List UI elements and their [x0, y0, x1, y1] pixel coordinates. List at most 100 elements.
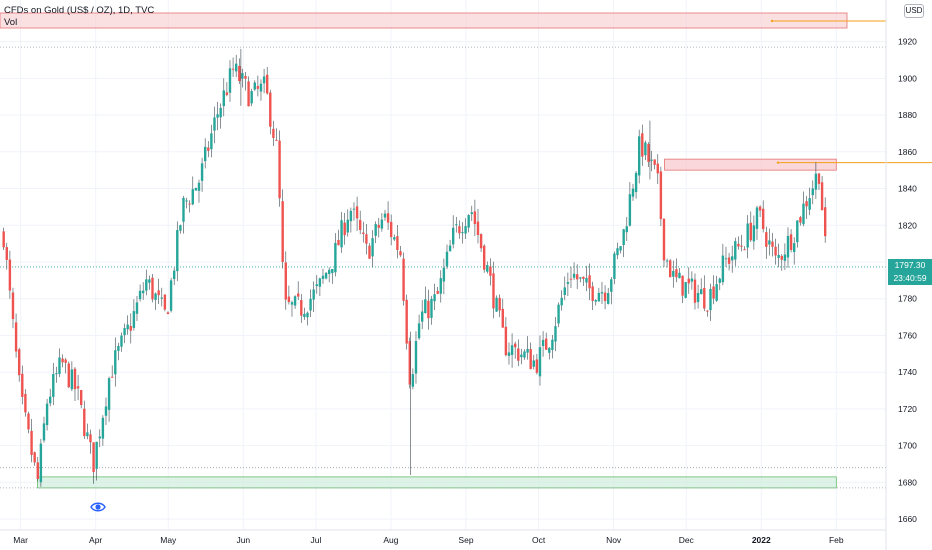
- candle-body: [27, 413, 30, 430]
- candlestick: [358, 210, 362, 235]
- candlestick: [110, 365, 114, 378]
- candle-body: [765, 232, 768, 247]
- candlestick: [374, 221, 377, 244]
- candlestick: [228, 60, 232, 102]
- candle-body: [597, 292, 601, 302]
- candlestick: [166, 311, 170, 315]
- eye-icon[interactable]: [90, 500, 106, 514]
- candle-body: [52, 374, 55, 397]
- candle-body: [690, 278, 694, 282]
- x-tick-label: Apr: [89, 535, 102, 545]
- candlestick: [761, 200, 765, 233]
- candle-body: [582, 276, 585, 279]
- candlestick: [306, 311, 309, 326]
- candle-body: [151, 277, 154, 300]
- candle-body: [455, 224, 458, 226]
- candle-body: [176, 230, 179, 272]
- candle-body: [653, 159, 656, 165]
- candlestick: [101, 415, 105, 446]
- candle-body: [492, 273, 495, 309]
- x-tick-label: Nov: [606, 535, 622, 545]
- candlestick: [179, 224, 182, 234]
- candlestick: [337, 229, 340, 246]
- candle-body: [21, 373, 24, 397]
- x-tick-label: Dec: [679, 535, 695, 545]
- candlestick: [83, 400, 86, 440]
- candle-body: [575, 274, 579, 280]
- candlestick: [365, 224, 368, 255]
- candle-body: [563, 287, 566, 296]
- candlestick: [641, 124, 644, 166]
- candle-body: [296, 293, 300, 297]
- candlestick: [172, 267, 176, 285]
- candle-body: [14, 322, 18, 352]
- candle-body: [467, 215, 470, 228]
- candle-body: [693, 279, 697, 303]
- candlestick: [293, 295, 297, 309]
- candle-body: [814, 173, 818, 190]
- candlestick: [585, 265, 588, 292]
- y-tick-label: 1740: [898, 367, 917, 377]
- candle-body: [721, 255, 725, 283]
- candlestick: [52, 362, 55, 406]
- candlestick: [154, 292, 157, 310]
- candle-body: [823, 207, 827, 237]
- candlestick: [513, 341, 517, 359]
- candlestick: [572, 262, 576, 281]
- y-tick-label: 1680: [898, 477, 917, 487]
- candle-body: [675, 269, 678, 278]
- candle-body: [67, 363, 70, 388]
- candlestick: [269, 89, 272, 135]
- candlestick: [39, 438, 43, 487]
- candlestick: [619, 246, 622, 254]
- candle-body: [448, 245, 452, 252]
- candlestick: [610, 276, 613, 305]
- candlestick: [405, 294, 408, 350]
- candle-body: [324, 272, 328, 279]
- candle-body: [166, 312, 170, 315]
- volume-ray-anchor: [770, 19, 774, 23]
- currency-badge[interactable]: USD: [904, 4, 924, 18]
- candlestick: [265, 67, 269, 95]
- candlestick: [520, 348, 523, 365]
- candlestick: [334, 233, 337, 277]
- candlestick: [486, 261, 489, 274]
- candlestick: [169, 277, 173, 313]
- candlestick: [814, 162, 818, 200]
- candlestick: [194, 187, 198, 191]
- symbol-title[interactable]: CFDs on Gold (US$ / OZ), 1D, TVC: [4, 5, 155, 16]
- candlestick: [210, 124, 213, 158]
- candlestick: [272, 120, 275, 147]
- candle-body: [234, 63, 238, 72]
- candle-body: [414, 341, 418, 374]
- candlestick: [414, 331, 418, 384]
- y-tick-label: 1760: [898, 330, 917, 340]
- candle-body: [473, 211, 477, 225]
- candlestick: [188, 200, 191, 213]
- candlestick: [504, 317, 508, 357]
- candlestick: [389, 214, 393, 246]
- candlestick: [765, 226, 768, 259]
- candle-body: [430, 298, 433, 318]
- candlestick: [802, 191, 805, 227]
- candlestick: [383, 209, 387, 221]
- candlestick: [300, 293, 303, 323]
- candle-body: [275, 139, 278, 141]
- candle-body: [591, 286, 594, 301]
- candlestick: [312, 281, 315, 313]
- candlestick: [637, 129, 641, 184]
- candle-body: [703, 287, 706, 309]
- candle-body: [458, 226, 461, 234]
- volume-label[interactable]: Vol: [4, 17, 18, 28]
- candle-body: [442, 267, 446, 282]
- candle-body: [355, 206, 359, 219]
- candle-body: [724, 258, 728, 260]
- candlestick: [238, 58, 241, 85]
- candle-body: [783, 254, 787, 261]
- candle-body: [482, 245, 486, 270]
- candlestick: [148, 275, 151, 290]
- candlestick: [420, 300, 424, 330]
- y-tick-label: 1860: [898, 147, 917, 157]
- y-tick-label: 1720: [898, 404, 917, 414]
